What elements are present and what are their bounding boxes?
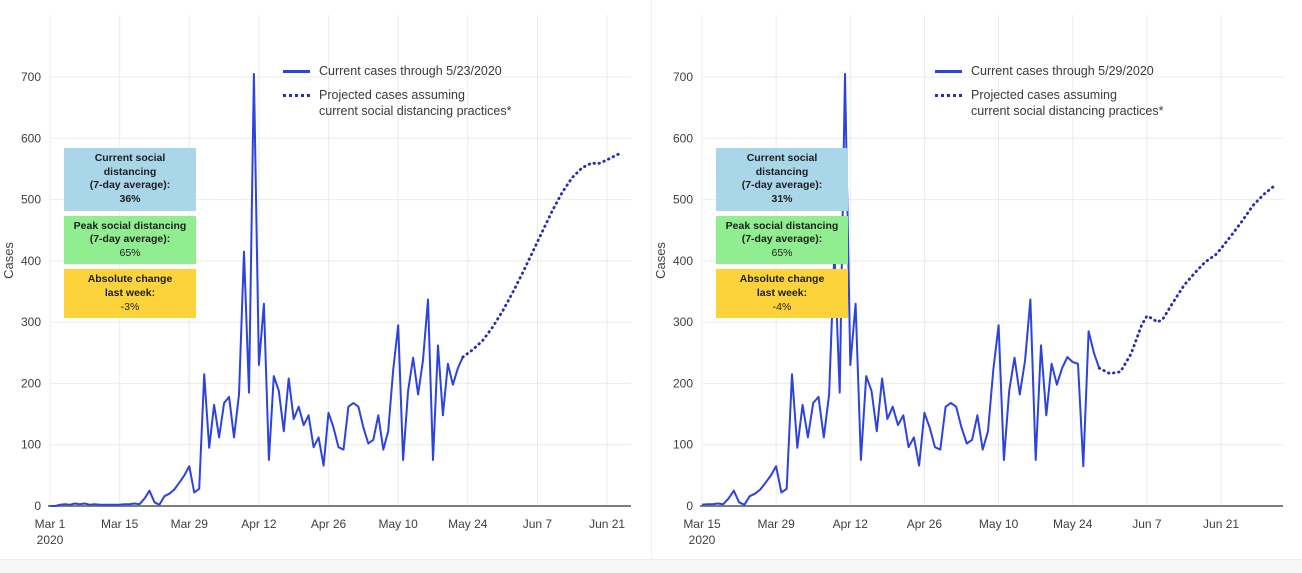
anno-value: 65% bbox=[119, 246, 141, 259]
anno-line: Peak social distancing bbox=[73, 219, 187, 232]
y-tick-label: 500 bbox=[673, 193, 693, 207]
x-tick-label: Apr 26 bbox=[311, 517, 347, 531]
actual-cases-line bbox=[701, 72, 1101, 506]
legend-label: Projected cases assuming current social … bbox=[319, 87, 512, 119]
anno-value: 65% bbox=[771, 246, 793, 259]
anno-value: 31% bbox=[771, 192, 793, 205]
x-tick-label: Jun 7 bbox=[523, 517, 553, 531]
legend-item-projected-cases[interactable]: Projected cases assuming current social … bbox=[935, 87, 1163, 120]
x-tick-label: Jun 21 bbox=[589, 517, 625, 531]
actual-cases-line bbox=[50, 72, 464, 507]
x-tick-label: May 24 bbox=[1053, 517, 1093, 531]
x-tick-label: Apr 12 bbox=[833, 517, 869, 531]
chart-panel-right: 0 100 200 300 400 500 600 700 Cases Mar 15 2020 Mar… bbox=[651, 0, 1302, 559]
x-tick-label: Apr 26 bbox=[907, 517, 943, 531]
x-tick-label: May 10 bbox=[378, 517, 418, 531]
current-social-distancing-box: Current social distancing (7-day average… bbox=[716, 148, 848, 211]
y-tick-label: 500 bbox=[21, 193, 41, 207]
y-tick-label: 400 bbox=[673, 254, 693, 268]
x-tick-label: Apr 12 bbox=[241, 517, 277, 531]
anno-value: -4% bbox=[772, 300, 792, 313]
x-tick-label: May 10 bbox=[979, 517, 1019, 531]
x-tick-label: Mar 15 bbox=[683, 517, 721, 531]
anno-line: Current social distancing bbox=[94, 152, 166, 178]
left-annotation-boxes: Current social distancing (7-day average… bbox=[64, 148, 196, 319]
absolute-change-box: Absolute change last week: -3% bbox=[64, 269, 196, 319]
left-legend: Current cases through 5/23/2020 Projecte… bbox=[283, 63, 511, 120]
x-tick-label: Mar 29 bbox=[171, 517, 209, 531]
y-axis-title: Cases bbox=[653, 242, 668, 279]
y-tick-label: 700 bbox=[21, 70, 41, 84]
legend-label: Projected cases assuming current social … bbox=[971, 87, 1164, 119]
x-tick-label: May 24 bbox=[448, 517, 488, 531]
legend-label: Current cases through 5/23/2020 bbox=[319, 64, 502, 78]
legend-label: Current cases through 5/29/2020 bbox=[971, 64, 1154, 78]
left-chart-canvas: 0 100 200 300 400 500 600 700 Cases Mar 1 2020 Mar … bbox=[1, 15, 631, 547]
x-tick-label: Mar 29 bbox=[757, 517, 795, 531]
y-tick-label: 300 bbox=[21, 315, 41, 329]
y-tick-label: 600 bbox=[673, 131, 693, 145]
legend-item-current-cases[interactable]: Current cases through 5/23/2020 bbox=[283, 63, 511, 80]
dotted-line-swatch bbox=[935, 93, 962, 97]
peak-social-distancing-box: Peak social distancing (7-day average): … bbox=[716, 215, 848, 265]
projected-cases-line bbox=[461, 150, 624, 359]
right-annotation-boxes: Current social distancing (7-day average… bbox=[716, 148, 848, 319]
y-tick-label: 0 bbox=[34, 499, 41, 513]
y-tick-label: 400 bbox=[21, 254, 41, 268]
x-tick-label: Jun 21 bbox=[1203, 517, 1239, 531]
x-tick-sublabel: 2020 bbox=[689, 533, 716, 547]
anno-line: Absolute change bbox=[739, 273, 825, 286]
y-tick-label: 700 bbox=[673, 70, 693, 84]
solid-line-swatch bbox=[935, 70, 962, 73]
anno-line: Peak social distancing bbox=[725, 219, 839, 232]
x-tick-label: Mar 15 bbox=[101, 517, 139, 531]
chart-panel-left: 0 100 200 300 400 500 600 700 Cases Mar 1 2020 Mar … bbox=[0, 0, 651, 559]
anno-value: -3% bbox=[120, 300, 140, 313]
y-axis-title: Cases bbox=[1, 242, 16, 279]
y-tick-label: 0 bbox=[686, 499, 693, 513]
solid-line-swatch bbox=[283, 70, 310, 73]
y-tick-label: 100 bbox=[21, 438, 41, 452]
y-tick-label: 200 bbox=[673, 376, 693, 390]
y-tick-label: 100 bbox=[673, 438, 693, 452]
right-chart-canvas: 0 100 200 300 400 500 600 700 Cases Mar 15 2020 Mar… bbox=[653, 15, 1283, 547]
projected-cases-line bbox=[1097, 184, 1276, 376]
x-tick-label: Jun 7 bbox=[1132, 517, 1162, 531]
anno-line: (7-day average): bbox=[89, 179, 171, 192]
bottom-strip bbox=[0, 559, 1302, 573]
anno-line: last week: bbox=[104, 287, 156, 300]
anno-line: (7-day average): bbox=[741, 233, 823, 246]
anno-line: (7-day average): bbox=[741, 179, 823, 192]
x-tick-sublabel: 2020 bbox=[37, 533, 64, 547]
anno-line: Absolute change bbox=[87, 273, 173, 286]
y-tick-label: 200 bbox=[21, 376, 41, 390]
y-tick-label: 600 bbox=[21, 131, 41, 145]
current-social-distancing-box: Current social distancing (7-day average… bbox=[64, 148, 196, 211]
legend-item-projected-cases[interactable]: Projected cases assuming current social … bbox=[283, 87, 511, 120]
peak-social-distancing-box: Peak social distancing (7-day average): … bbox=[64, 215, 196, 265]
y-tick-label: 300 bbox=[673, 315, 693, 329]
chart-panels: 0 100 200 300 400 500 600 700 Cases Mar 1 2020 Mar … bbox=[0, 0, 1302, 559]
legend-item-current-cases[interactable]: Current cases through 5/29/2020 bbox=[935, 63, 1163, 80]
x-tick-label: Mar 1 bbox=[35, 517, 66, 531]
dotted-line-swatch bbox=[283, 93, 310, 97]
anno-line: (7-day average): bbox=[89, 233, 171, 246]
anno-line: Current social distancing bbox=[746, 152, 818, 178]
right-legend: Current cases through 5/29/2020 Projecte… bbox=[935, 63, 1163, 120]
anno-value: 36% bbox=[119, 192, 141, 205]
anno-line: last week: bbox=[756, 287, 808, 300]
absolute-change-box: Absolute change last week: -4% bbox=[716, 269, 848, 319]
